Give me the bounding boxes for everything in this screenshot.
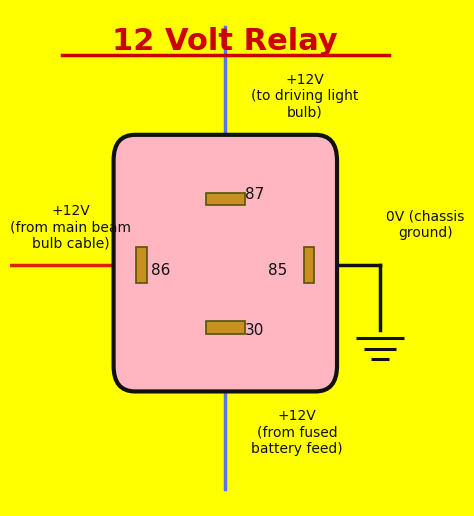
Text: 30: 30: [245, 324, 264, 338]
Bar: [136, 247, 147, 283]
Bar: [206, 321, 245, 334]
Text: +12V
(from fused
battery feed): +12V (from fused battery feed): [251, 409, 343, 456]
Text: 0V (chassis
ground): 0V (chassis ground): [386, 209, 465, 240]
Text: 85: 85: [267, 263, 287, 278]
Text: 87: 87: [245, 187, 264, 202]
Bar: [206, 192, 245, 205]
Bar: [304, 247, 314, 283]
Text: +12V
(from main beam
bulb cable): +12V (from main beam bulb cable): [10, 204, 131, 250]
FancyBboxPatch shape: [114, 135, 337, 392]
Text: 86: 86: [151, 263, 170, 278]
Text: +12V
(to driving light
bulb): +12V (to driving light bulb): [251, 73, 358, 120]
Text: 12 Volt Relay: 12 Volt Relay: [112, 27, 338, 56]
